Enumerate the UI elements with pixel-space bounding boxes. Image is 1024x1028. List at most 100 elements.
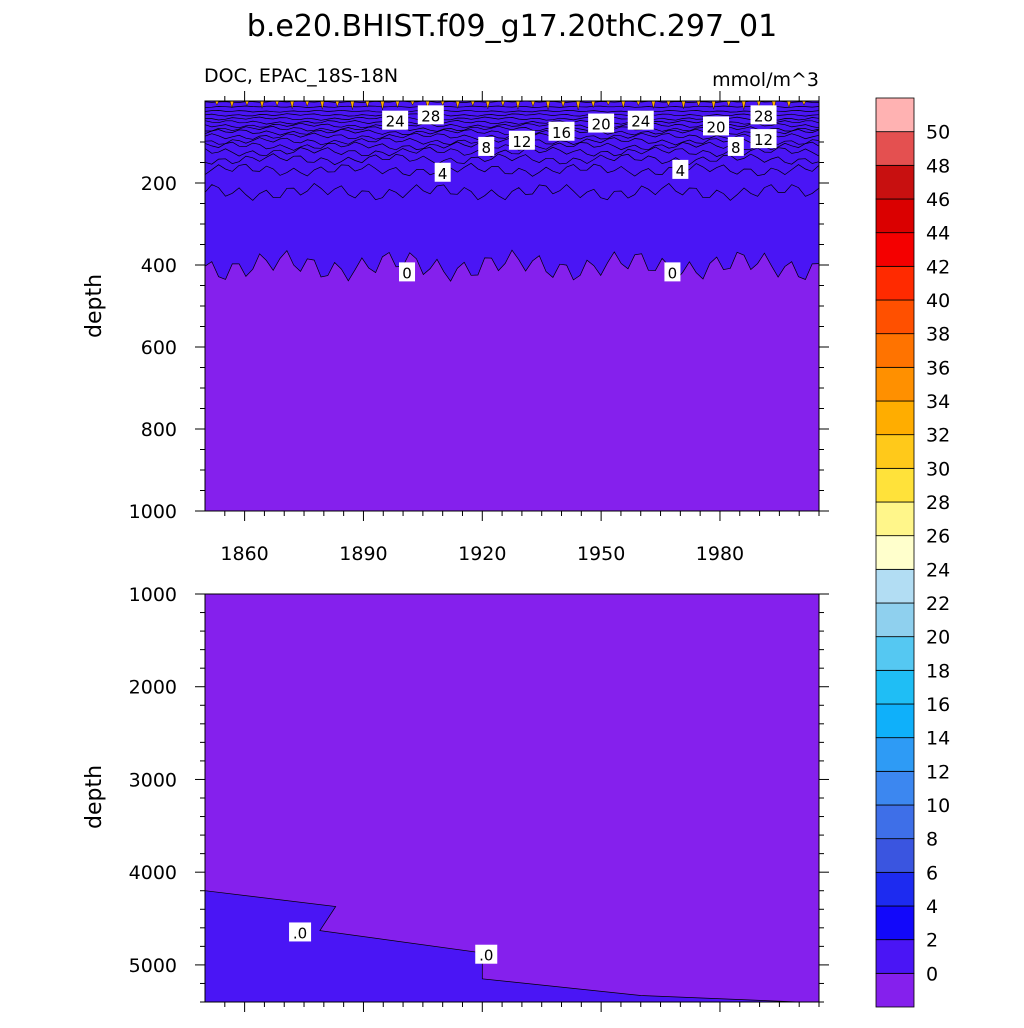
upper-contour-label-box [417, 105, 444, 125]
colorbar-swatch [875, 501, 915, 537]
colorbar-swatch [875, 164, 915, 200]
colorbar-label: 8 [926, 829, 938, 851]
colorbar-label: 6 [926, 862, 938, 884]
colorbar-label: 34 [926, 391, 950, 413]
upper-contour-label: 24 [386, 113, 405, 131]
units-label: mmol/m^3 [712, 69, 819, 91]
upper-y-axis-label: depth [82, 274, 107, 338]
colorbar-label: 24 [926, 559, 950, 581]
upper-contour-line [204, 249, 820, 282]
colorbar-swatch [875, 669, 915, 705]
colorbar-swatch [875, 299, 915, 335]
colorbar-label: 20 [926, 627, 950, 649]
lower-y-axis: 1000 2000 3000 4000 5000 [129, 584, 829, 1003]
colorbar-swatch [875, 703, 915, 739]
upper-contour-label: 28 [754, 107, 773, 125]
lower-panel: .0 .0 1000 2000 3000 4000 5000 depth [82, 584, 829, 1012]
upper-contour-label-box [478, 136, 495, 156]
colorbar-label: 44 [926, 223, 950, 245]
upper-contour-line [204, 105, 820, 108]
upper-contour-label-box [508, 130, 535, 150]
upper-x-tick-label: 1950 [577, 543, 625, 565]
upper-contour-line [204, 113, 820, 117]
colorbar-swatch [875, 198, 915, 234]
upper-contour-label-box [672, 159, 689, 179]
upper-contour-label: 20 [592, 116, 611, 134]
upper-contour-label: 4 [438, 165, 448, 183]
colorbar-label: 36 [926, 357, 950, 379]
upper-contour-label: 12 [754, 131, 773, 149]
lower-y-tick-label: 3000 [129, 769, 177, 791]
lower-contour-labels: .0 .0 [289, 922, 498, 965]
lower-contour-label: .0 [479, 947, 493, 965]
colorbar-label: 50 [926, 122, 950, 144]
upper-x-tick-label: 1920 [458, 543, 506, 565]
upper-contour-label-box [627, 110, 654, 130]
colorbar-swatch [875, 939, 915, 974]
colorbar-label: 38 [926, 324, 950, 346]
colorbar-swatch [875, 467, 915, 503]
colorbar-swatch [875, 265, 915, 301]
colorbar-label: 48 [926, 155, 950, 177]
colorbar-label: 40 [926, 290, 950, 312]
colorbar-label: 46 [926, 189, 950, 211]
lower-y-axis-label: depth [82, 765, 107, 829]
colorbar: 0246810121416182022242628303234363840424… [875, 97, 950, 1008]
upper-contour-label-box [750, 129, 777, 149]
colorbar-swatch [875, 737, 915, 772]
upper-contour-label-box [727, 136, 744, 156]
colorbar-swatch [875, 434, 915, 469]
colorbar-swatch [875, 400, 915, 436]
upper-contour-label: 20 [706, 118, 725, 136]
upper-contour-label: 4 [676, 162, 686, 180]
colorbar-swatch [875, 366, 915, 402]
upper-contour-label-box [588, 113, 615, 133]
upper-contour-label: 8 [481, 139, 491, 157]
variable-label: DOC, EPAC_18S-18N [204, 65, 398, 87]
colorbar-swatch [875, 535, 915, 570]
colorbar-label: 18 [926, 660, 950, 682]
colorbar-label: 32 [926, 425, 950, 447]
upper-x-tick-label: 1890 [339, 543, 387, 565]
lower-x-axis [224, 1002, 820, 1012]
upper-contour-label: 16 [552, 124, 571, 142]
colorbar-swatch [875, 905, 915, 941]
colorbar-swatch [875, 871, 915, 907]
upper-contour-label-box [703, 116, 730, 136]
lower-y-tick-label: 4000 [129, 862, 177, 884]
upper-contour-label-box [399, 262, 416, 282]
upper-x-tick-label: 1860 [220, 543, 268, 565]
colorbar-swatch [875, 636, 915, 671]
upper-contour-label-box [548, 121, 575, 141]
upper-contour-line [204, 153, 820, 166]
colorbar-label: 30 [926, 458, 950, 480]
lower-contour-label-box [289, 922, 312, 942]
lower-y-tick-label: 2000 [129, 677, 177, 699]
upper-contour-line [204, 183, 820, 201]
lower-contour-label: .0 [293, 924, 307, 942]
colorbar-label: 28 [926, 492, 950, 514]
upper-contour-label: 0 [402, 264, 412, 282]
upper-contour-label-box [664, 262, 681, 282]
upper-contour-labels: 24 28 20 24 20 28 16 12 8 12 8 4 4 0 0 [382, 105, 777, 282]
colorbar-label: 14 [926, 728, 950, 750]
lower-y-tick-label: 1000 [129, 584, 177, 606]
upper-y-tick-label: 800 [141, 419, 177, 441]
colorbar-label: 42 [926, 256, 950, 278]
lower-contour-label-box [475, 944, 498, 964]
colorbar-label: 0 [926, 963, 938, 985]
upper-contour-label-box [434, 162, 451, 182]
colorbar-label: 16 [926, 694, 950, 716]
colorbar-swatch [875, 568, 915, 604]
upper-contour-label-box [750, 105, 777, 125]
colorbar-label: 2 [926, 930, 938, 952]
upper-x-axis: 1860 1890 1920 1950 1980 [220, 91, 820, 565]
colorbar-swatch [875, 97, 915, 133]
colorbar-swatch [875, 838, 915, 873]
colorbar-label: 12 [926, 761, 950, 783]
colorbar-swatch [875, 232, 915, 267]
upper-y-tick-label: 1000 [129, 501, 177, 523]
upper-contour-label-box [382, 110, 409, 130]
